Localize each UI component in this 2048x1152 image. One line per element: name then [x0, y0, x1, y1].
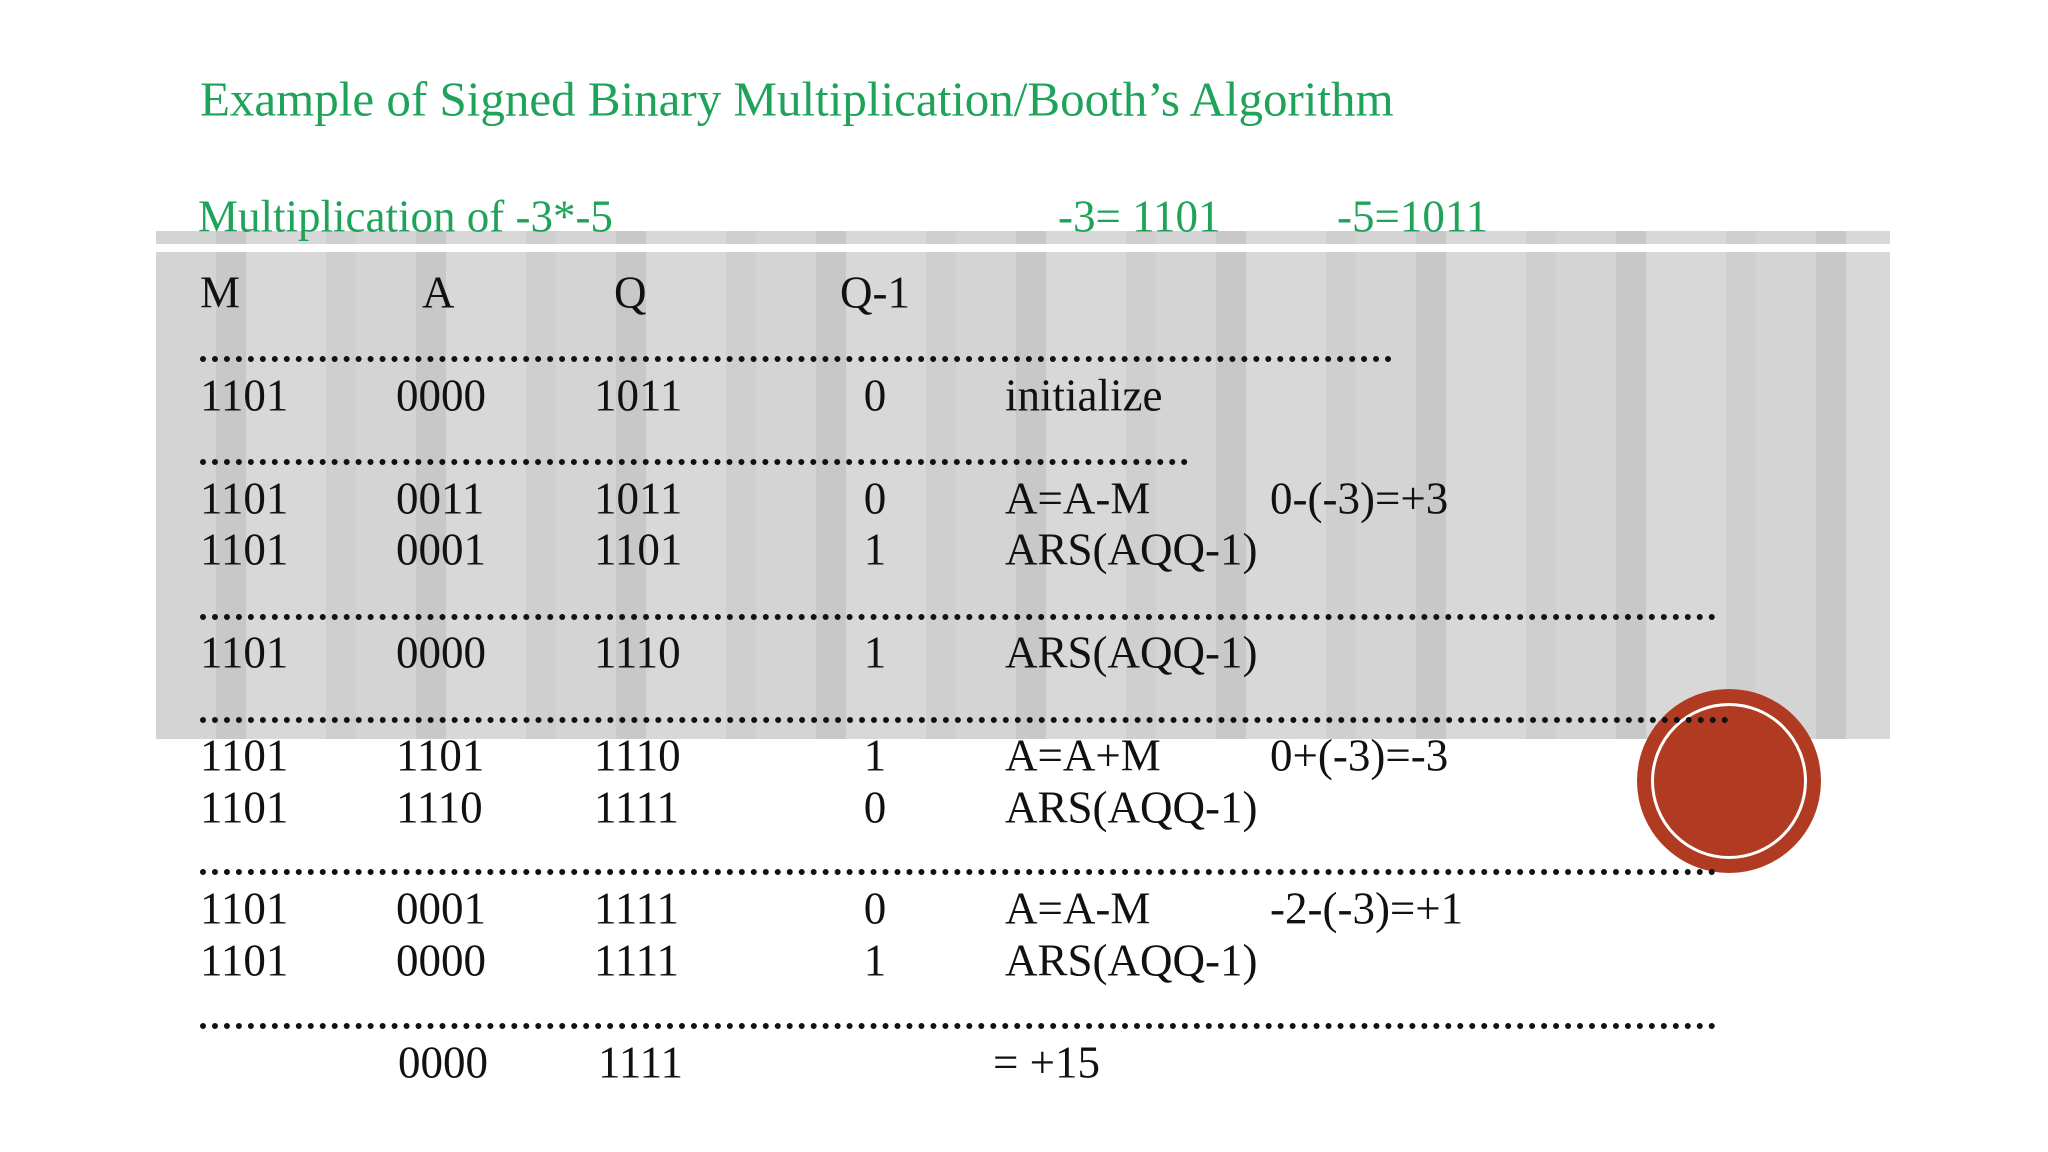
cell-q: 1111: [594, 935, 679, 986]
title: Example of Signed Binary Multiplication/…: [200, 71, 1394, 127]
cell-q1: 1: [863, 524, 887, 575]
cell-q: 1101: [594, 524, 683, 575]
band-stripe: [156, 244, 1890, 252]
cell-op: ARS(AQQ-1): [1005, 627, 1258, 678]
dotted-separator: [200, 1023, 1716, 1029]
cell-q: 1011: [594, 370, 683, 421]
cell-a: 1110: [396, 782, 483, 833]
q-value: -5=1011: [1337, 191, 1489, 242]
cell-op: ARS(AQQ-1): [1005, 782, 1258, 833]
subtitle: Multiplication of -3*-5: [198, 191, 613, 242]
cell-q: 1111: [598, 1037, 683, 1088]
cell-m: 1101: [200, 627, 289, 678]
cell-note: 0+(-3)=-3: [1270, 730, 1449, 781]
cell-a: 0000: [396, 627, 486, 678]
cell-m: 1101: [200, 473, 289, 524]
cell-op: A=A+M: [1005, 730, 1161, 781]
cell-q1: 0: [863, 370, 887, 421]
cell-a: 0001: [396, 524, 486, 575]
cell-a: 0000: [396, 370, 486, 421]
cell-a: 0011: [396, 473, 485, 524]
cell-q1: 1: [863, 730, 887, 781]
column-header: Q-1: [840, 267, 910, 318]
cell-m: 1101: [200, 782, 289, 833]
cell-q1: 1: [863, 627, 887, 678]
cell-m: 1101: [200, 883, 289, 934]
cell-q: 1110: [594, 730, 681, 781]
cell-q1: 1: [863, 935, 887, 986]
cell-a: 1101: [396, 730, 485, 781]
cell-q: 1111: [594, 782, 679, 833]
cell-q: 1011: [594, 473, 683, 524]
cell-op: = +15: [993, 1037, 1101, 1088]
cell-op: A=A-M: [1005, 473, 1151, 524]
cell-q: 1110: [594, 627, 681, 678]
column-header: M: [200, 267, 241, 318]
cell-q1: 0: [863, 883, 887, 934]
cell-m: 1101: [200, 370, 289, 421]
cell-op: ARS(AQQ-1): [1005, 524, 1258, 575]
texture-band: [156, 231, 1890, 739]
cell-m: 1101: [200, 524, 289, 575]
cell-q1: 0: [863, 473, 887, 524]
cell-q: 1111: [594, 883, 679, 934]
dotted-separator: [200, 459, 1188, 465]
cell-op: ARS(AQQ-1): [1005, 935, 1258, 986]
cell-m: 1101: [200, 730, 289, 781]
cell-note: 0-(-3)=+3: [1270, 473, 1449, 524]
cell-op: initialize: [1005, 370, 1163, 421]
cell-m: 1101: [200, 935, 289, 986]
dotted-separator: [200, 614, 1716, 620]
dotted-separator: [200, 356, 1392, 362]
cell-note: -2-(-3)=+1: [1270, 883, 1464, 934]
column-header: Q: [614, 267, 647, 318]
cell-a: 0000: [398, 1037, 488, 1088]
decor-ring: [1651, 703, 1807, 859]
cell-op: A=A-M: [1005, 883, 1151, 934]
dotted-separator: [200, 869, 1716, 875]
m-value: -3= 1101: [1058, 191, 1221, 242]
cell-a: 0001: [396, 883, 486, 934]
dotted-separator: [200, 717, 1729, 723]
cell-a: 0000: [396, 935, 486, 986]
column-header: A: [422, 267, 455, 318]
cell-q1: 0: [863, 782, 887, 833]
